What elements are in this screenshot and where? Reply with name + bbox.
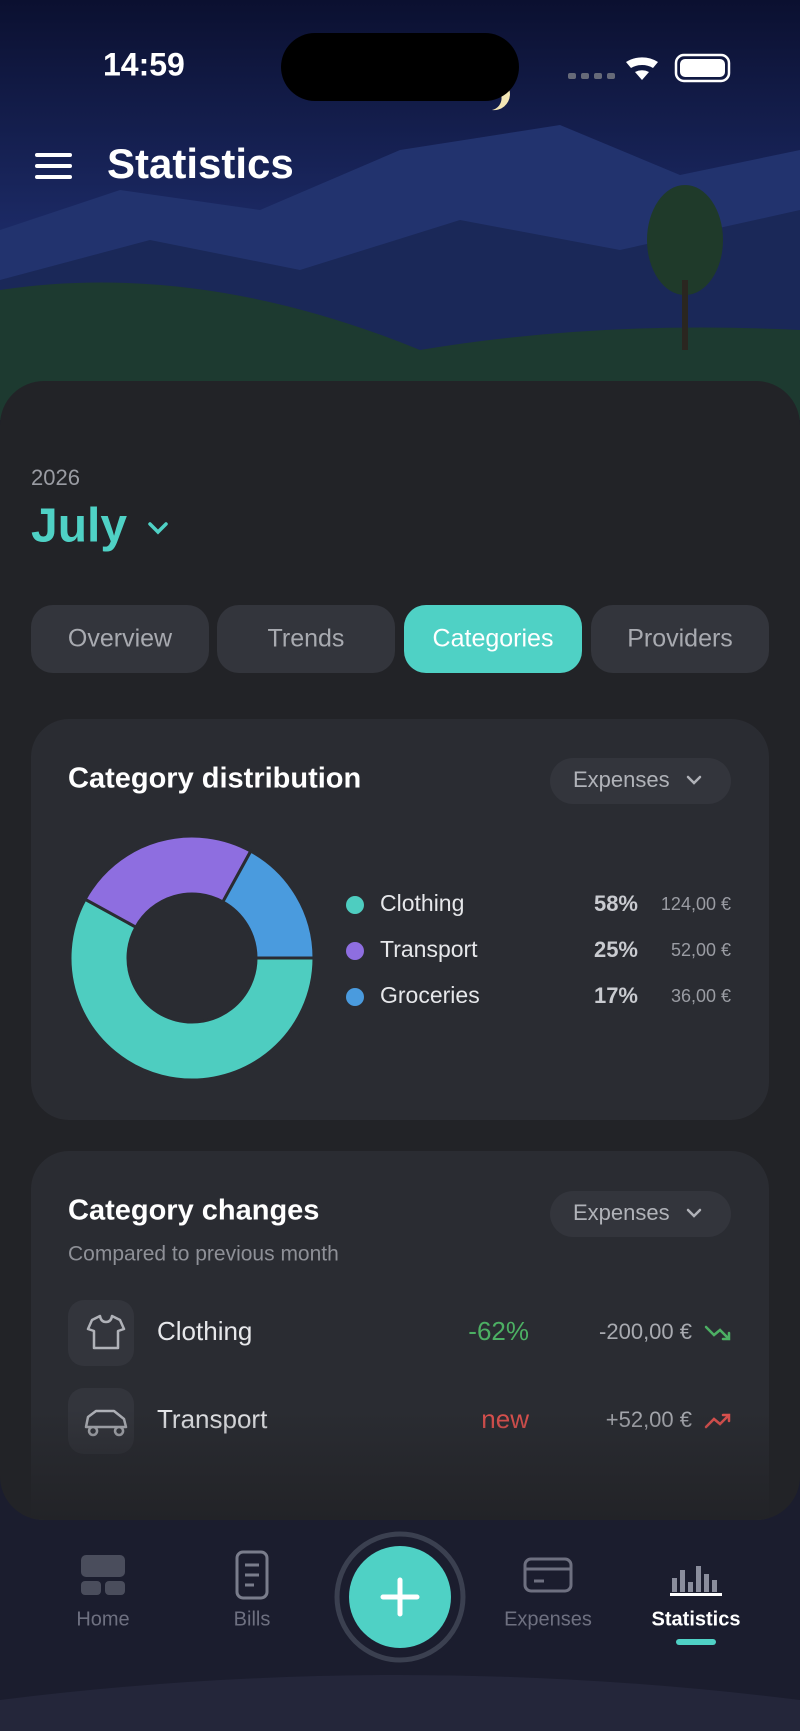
card-title: Category changes [68,1195,319,1227]
card-title: Category distribution [68,763,361,795]
change-percent: -62% [468,1316,529,1346]
tab[interactable] [217,605,395,673]
legend-label: Groceries [380,982,480,1008]
tree [647,185,723,295]
nav-icon[interactable] [672,1578,677,1592]
filter-chevron[interactable] [686,775,702,785]
nav-icon[interactable] [105,1581,125,1595]
shirt-icon [86,1314,126,1350]
nav-icon[interactable] [688,1582,693,1592]
legend-amount: 36,00 € [671,986,731,1006]
nav-label[interactable]: Statistics [652,1608,741,1630]
nav-icon[interactable] [670,1593,722,1596]
add-icon[interactable] [380,1577,420,1617]
page-title: Statistics [107,140,294,187]
legend-amount: 52,00 € [671,940,731,960]
changes-section: Category changes Expenses Compared to pr… [0,1151,800,1520]
tab-label[interactable]: Trends [268,625,345,653]
donut-slice [68,897,316,1082]
change-amount: -200,00 € [599,1319,692,1344]
nav-icon[interactable] [712,1580,717,1592]
year: 2026 [31,465,80,490]
legend-label: Transport [380,936,478,962]
nav-icon[interactable] [235,1550,269,1600]
nav-icon[interactable] [680,1570,685,1592]
tab-label[interactable]: Providers [627,625,733,653]
nav-label[interactable]: Home [76,1608,129,1630]
tab[interactable] [31,605,209,673]
filter-chevron[interactable] [686,1208,702,1218]
wifi-icon [626,57,658,80]
nav-icon[interactable] [81,1555,125,1577]
tree [682,280,688,350]
tab-label[interactable]: Overview [68,625,173,653]
tabs: Overview Trends Categories Providers [31,605,769,673]
legend-dot [346,942,364,960]
donut-chart [68,834,316,1082]
battery [674,53,731,83]
nav-label[interactable]: Expenses [504,1608,592,1630]
tab[interactable] [591,605,769,673]
bottom-nav: Home Bills Expenses Statistics [76,1550,741,1645]
menu-button[interactable] [35,153,72,179]
donut-slice [83,834,253,930]
month-chevron[interactable] [148,522,168,535]
battery-level [680,59,725,77]
trend-icon [704,1325,731,1341]
nav-label[interactable]: Bills [234,1608,271,1630]
bottom-wave [0,1675,800,1731]
tab-label[interactable]: Categories [433,625,554,653]
tab[interactable] [404,605,582,673]
nav-icon[interactable] [704,1574,709,1592]
filter-dropdown[interactable] [550,1191,731,1237]
legend-label: Clothing [380,890,464,916]
nav-icon[interactable] [523,1557,573,1593]
legend-percent: 58% [594,891,638,916]
legend: Clothing 58% 124,00 € Transport 25% 52,00 € Gr… [346,890,731,1008]
nav-icon[interactable] [525,1567,571,1583]
category-icon-box [68,1300,134,1366]
nav-icon[interactable] [81,1581,101,1595]
legend-percent: 17% [594,983,638,1008]
card-subtitle: Compared to previous month [68,1243,339,1266]
scroll-fade [0,1410,800,1520]
category-name: Clothing [157,1316,252,1346]
legend-dot [346,896,364,914]
dynamic-island [281,33,519,101]
filter-dropdown[interactable] [550,758,731,804]
nav-icon[interactable] [696,1566,701,1592]
filter-label[interactable]: Expenses [573,1200,670,1225]
nav-active-indicator [676,1639,716,1645]
nav-icon[interactable] [245,1563,259,1587]
filter-label[interactable]: Expenses [573,767,670,792]
legend-dot [346,988,364,1006]
legend-amount: 124,00 € [661,894,731,914]
status-time: 14:59 [103,46,185,82]
month-selector[interactable]: July [31,500,127,553]
signal [568,73,615,79]
donut-slice [220,849,316,960]
legend-percent: 25% [594,937,638,962]
